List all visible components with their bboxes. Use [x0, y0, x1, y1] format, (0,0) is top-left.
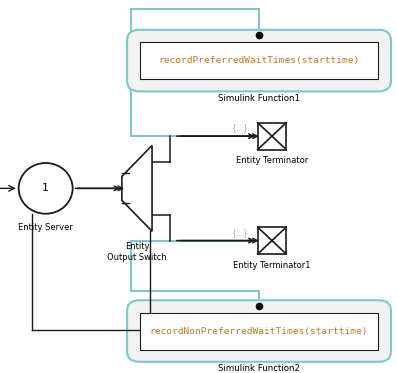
FancyBboxPatch shape — [127, 30, 391, 91]
FancyBboxPatch shape — [140, 42, 378, 79]
Text: {...}: {...} — [231, 228, 248, 237]
FancyBboxPatch shape — [140, 313, 378, 350]
Text: 1: 1 — [42, 184, 49, 193]
Text: Entity Terminator: Entity Terminator — [236, 156, 308, 165]
Text: Entity
Output Switch: Entity Output Switch — [107, 242, 167, 262]
Polygon shape — [122, 145, 152, 231]
FancyBboxPatch shape — [258, 123, 286, 150]
Text: {...}: {...} — [231, 123, 248, 132]
Text: recordNonPreferredWaitTimes(starttime): recordNonPreferredWaitTimes(starttime) — [150, 326, 368, 336]
Text: Simulink Function1: Simulink Function1 — [218, 94, 300, 103]
Text: Entity Terminator1: Entity Terminator1 — [233, 261, 311, 270]
Text: Entity Ser​ver: Entity Ser​ver — [18, 223, 73, 232]
FancyBboxPatch shape — [258, 227, 286, 254]
Circle shape — [19, 163, 73, 214]
Text: recordPreferredWaitTimes(starttime): recordPreferredWaitTimes(starttime) — [158, 56, 360, 65]
Text: Simulink Function2: Simulink Function2 — [218, 364, 300, 373]
FancyBboxPatch shape — [127, 300, 391, 362]
